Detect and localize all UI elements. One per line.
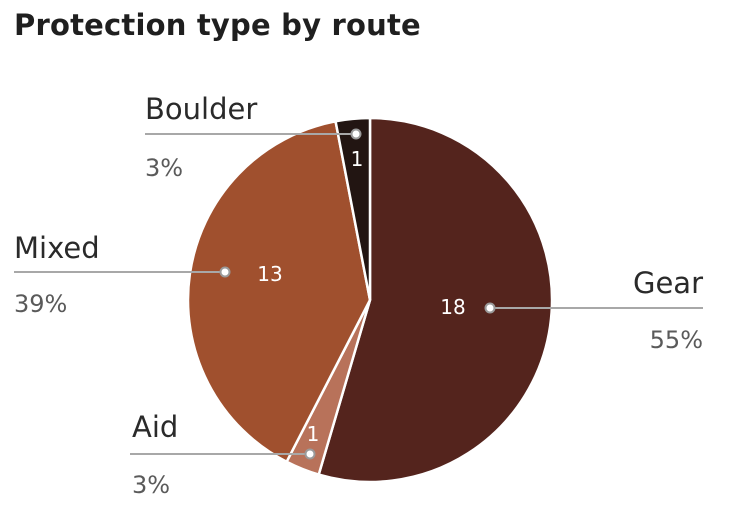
slice-value-mixed: 13 — [257, 262, 282, 286]
leader-dot-gear — [484, 302, 496, 314]
leader-dot-aid — [304, 448, 316, 460]
leader-dot-mixed — [219, 266, 231, 278]
legend-percent-mixed: 39% — [14, 290, 67, 318]
slice-value-aid: 1 — [307, 422, 320, 446]
legend-label-gear: Gear — [633, 266, 703, 300]
slice-value-boulder: 1 — [351, 147, 364, 171]
legend-label-mixed: Mixed — [14, 231, 100, 265]
pie-slice-gear — [317, 116, 554, 484]
pie-slices — [186, 116, 554, 484]
pie-slice-boulder — [334, 116, 372, 301]
pie-labels: 18 Gear 55% 1 Aid 3% 13 Mixed 39% 1 Boulder 3% — [14, 92, 703, 499]
leader-dot-boulder — [350, 128, 362, 140]
legend-label-aid: Aid — [132, 410, 178, 444]
chart-title: Protection type by route — [14, 8, 421, 42]
legend-percent-boulder: 3% — [145, 154, 183, 182]
pie-slice-mixed — [186, 119, 372, 464]
legend-label-boulder: Boulder — [145, 92, 257, 126]
slice-value-gear: 18 — [440, 295, 465, 319]
legend-percent-gear: 55% — [650, 326, 703, 354]
legend-percent-aid: 3% — [132, 471, 170, 499]
